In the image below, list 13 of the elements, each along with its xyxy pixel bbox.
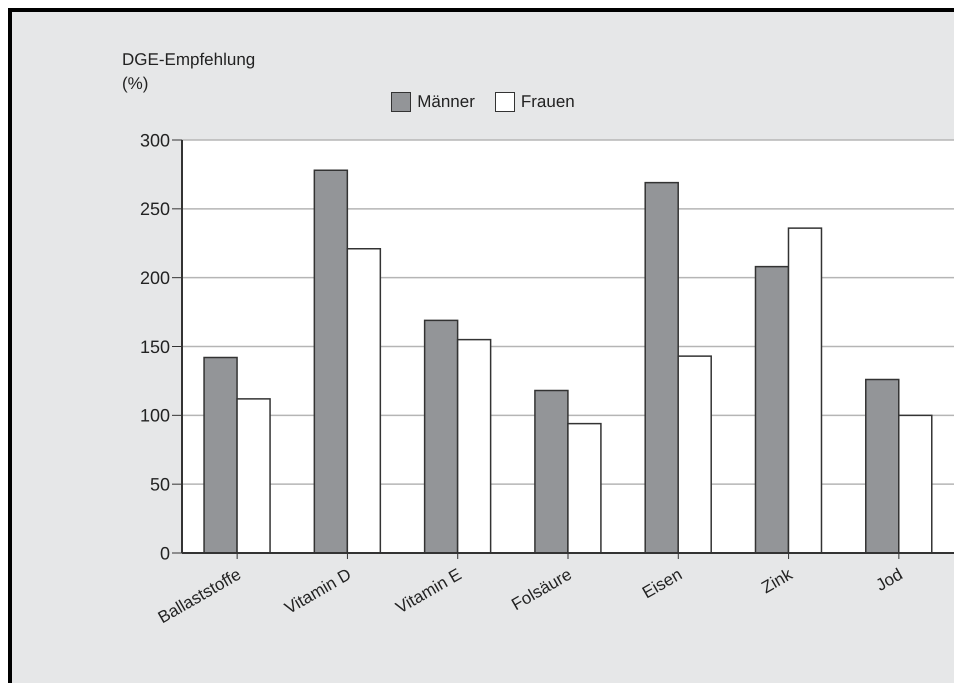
- y-tick-label: 100: [140, 406, 170, 426]
- y-axis-title: DGE-Empfehlung (%): [122, 49, 256, 95]
- x-tick-label: Zink: [758, 564, 796, 598]
- legend-label: Frauen: [520, 92, 575, 112]
- y-tick-label: 250: [140, 199, 170, 220]
- y-tick-label: 150: [140, 336, 170, 357]
- y-tick-label: 300: [140, 130, 170, 150]
- x-tick-label: Jod: [872, 564, 906, 595]
- y-tick-label: 0: [160, 543, 170, 564]
- y-tick-label: 200: [140, 268, 170, 288]
- y-tick-label: 50: [150, 474, 170, 495]
- x-tick-label: Eisen: [638, 564, 686, 602]
- legend-label: Männer: [416, 92, 475, 112]
